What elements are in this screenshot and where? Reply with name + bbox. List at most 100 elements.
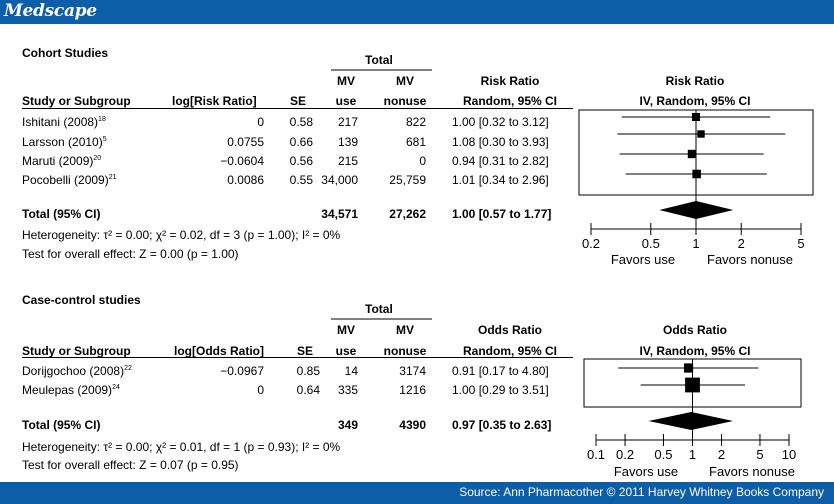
- favors-left-label: Favors use: [614, 464, 678, 479]
- tick-label: 2: [738, 236, 745, 251]
- total-use: 34,571: [321, 207, 358, 221]
- nonuse-value: 3174: [399, 364, 426, 378]
- point-estimate: [687, 149, 697, 159]
- overall-effect-text: Test for overall effect: Z = 0.07 (p = 0…: [22, 458, 239, 472]
- point-estimate: [692, 169, 701, 179]
- use-value: 215: [337, 154, 358, 168]
- tick-label: 0.5: [642, 236, 660, 251]
- nonuse-value: 0: [419, 154, 426, 168]
- logratio-value: 0: [257, 383, 264, 397]
- ci-text: 0.94 [0.31 to 2.82]: [452, 154, 549, 168]
- tick-label: 0.2: [616, 447, 634, 462]
- use-value: 34,000: [321, 173, 358, 187]
- point-estimate: [691, 112, 701, 122]
- tick-label: 0.5: [654, 447, 672, 462]
- study-name: Dorijgochoo (2008)22: [22, 364, 132, 378]
- total-header: Total: [365, 302, 393, 316]
- use-value: 217: [337, 115, 358, 129]
- nonuse-header-line2: nonuse: [383, 344, 427, 358]
- study-name: Ishitani (2008)18: [22, 115, 106, 129]
- tick-label: 0.1: [587, 447, 605, 462]
- use-value: 14: [344, 364, 358, 378]
- se-header: SE: [297, 344, 314, 358]
- tick-label: 1: [692, 236, 699, 251]
- nonuse-header-line2: nonuse: [383, 94, 427, 108]
- use-header-line2: use: [335, 344, 357, 358]
- se-value: 0.55: [289, 173, 313, 187]
- section-title: Cohort Studies: [22, 46, 108, 60]
- use-value: 139: [337, 135, 358, 149]
- logratio-value: 0.0755: [227, 135, 264, 149]
- ci-text: 1.01 [0.34 to 2.96]: [452, 173, 549, 187]
- point-estimate: [697, 130, 705, 138]
- ratio-header-line2: Random, 95% CI: [462, 94, 558, 108]
- se-value: 0.64: [296, 383, 320, 397]
- total-header: Total: [365, 53, 393, 67]
- study-name: Maruti (2009)20: [22, 154, 102, 168]
- total-use: 349: [337, 418, 358, 432]
- study-name: Larsson (2010)5: [22, 135, 107, 149]
- logratio-value: 0.0086: [227, 173, 264, 187]
- overall-effect-text: Test for overall effect: Z = 0.00 (p = 1…: [22, 247, 239, 261]
- plot-header-line1: Odds Ratio: [662, 323, 727, 337]
- se-value: 0.66: [289, 135, 313, 149]
- study-name: Meulepas (2009)24: [22, 383, 120, 397]
- tick-label: 2: [718, 447, 725, 462]
- nonuse-value: 1216: [399, 383, 426, 397]
- brand-logo: Medscape: [4, 1, 97, 21]
- logratio-value: 0: [257, 115, 264, 129]
- study-name: Pocobelli (2009)21: [22, 173, 117, 187]
- ratio-header-line1: Risk Ratio: [480, 74, 540, 88]
- plot-header-line2: IV, Random, 95% CI: [639, 344, 751, 358]
- tick-label: 10: [782, 447, 796, 462]
- nonuse-value: 681: [405, 135, 426, 149]
- se-value: 0.85: [296, 364, 320, 378]
- ci-text: 0.91 [0.17 to 4.80]: [452, 364, 549, 378]
- nonuse-value: 25,759: [389, 173, 426, 187]
- favors-right-label: Favors nonuse: [709, 464, 795, 479]
- header-bar: Medscape: [0, 0, 834, 24]
- point-estimate: [683, 363, 694, 373]
- logratio-value: −0.0604: [220, 154, 264, 168]
- footer-bar: Source: Ann Pharmacother © 2011 Harvey W…: [0, 482, 834, 504]
- use-value: 335: [337, 383, 358, 397]
- total-nonuse: 27,262: [389, 207, 426, 221]
- ci-text: 1.00 [0.32 to 3.12]: [452, 115, 549, 129]
- use-header-line2: use: [335, 94, 357, 108]
- nonuse-header-line1: MV: [396, 74, 414, 88]
- use-header-line1: MV: [337, 74, 355, 88]
- section-title: Case-control studies: [22, 293, 141, 307]
- total-ci-text: 0.97 [0.35 to 2.63]: [452, 418, 552, 432]
- pooled-diamond: [659, 201, 734, 219]
- tick-label: 0.2: [582, 236, 600, 251]
- nonuse-header-line1: MV: [396, 323, 414, 337]
- source-credit: Source: Ann Pharmacother © 2011 Harvey W…: [459, 485, 824, 499]
- study-header: Study or Subgroup: [22, 344, 131, 358]
- logratio-header: log[Odds Ratio]: [174, 344, 264, 358]
- favors-left-label: Favors use: [611, 252, 675, 267]
- heterogeneity-text: Heterogeneity: τ² = 0.00; χ² = 0.02, df …: [22, 228, 341, 242]
- total-label: Total (95% CI): [22, 207, 101, 221]
- nonuse-value: 822: [405, 115, 426, 129]
- plot-header-line2: IV, Random, 95% CI: [639, 94, 751, 108]
- total-ci-text: 1.00 [0.57 to 1.77]: [452, 207, 552, 221]
- ratio-header-line1: Odds Ratio: [477, 323, 542, 337]
- tick-label: 5: [797, 236, 804, 251]
- ci-text: 1.00 [0.29 to 3.51]: [452, 383, 549, 397]
- heterogeneity-text: Heterogeneity: τ² = 0.00; χ² = 0.01, df …: [22, 440, 341, 454]
- total-label: Total (95% CI): [22, 418, 101, 432]
- ratio-header-line2: Random, 95% CI: [462, 344, 558, 358]
- total-nonuse: 4390: [399, 418, 426, 432]
- favors-right-label: Favors nonuse: [707, 252, 793, 267]
- logratio-value: −0.0967: [220, 364, 264, 378]
- ci-text: 1.08 [0.30 to 3.93]: [452, 135, 549, 149]
- point-estimate: [685, 377, 700, 393]
- tick-label: 5: [756, 447, 763, 462]
- se-value: 0.56: [289, 154, 313, 168]
- study-header: Study or Subgroup: [22, 94, 131, 108]
- logratio-header: log[Risk Ratio]: [172, 94, 257, 108]
- use-header-line1: MV: [337, 323, 355, 337]
- tick-label: 1: [689, 447, 696, 462]
- se-value: 0.58: [289, 115, 313, 129]
